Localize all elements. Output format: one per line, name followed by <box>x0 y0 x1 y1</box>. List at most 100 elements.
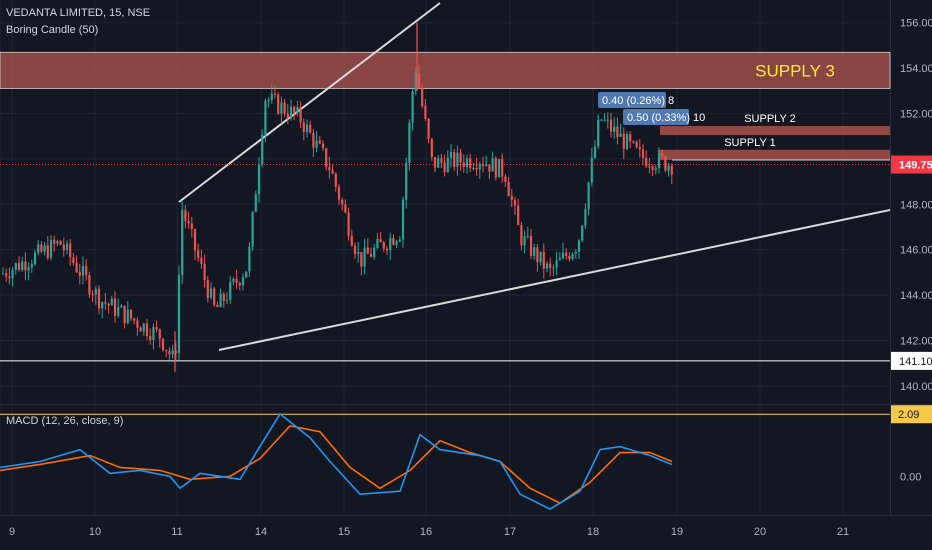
candle-body <box>321 143 325 149</box>
candle-body <box>197 250 200 258</box>
candle-body <box>37 244 40 253</box>
candle-body <box>190 223 193 230</box>
candle-body <box>261 134 264 165</box>
candle-body <box>513 200 517 206</box>
candle-body <box>312 132 315 148</box>
candle-body <box>661 153 664 157</box>
time-tick-label: 19 <box>671 526 683 538</box>
candle-body <box>440 158 443 163</box>
candle-body <box>424 105 427 119</box>
candle-body <box>325 148 328 167</box>
candle-body <box>347 212 350 236</box>
candle-body <box>328 166 331 171</box>
candle-body <box>584 209 587 226</box>
candle-body <box>104 302 107 304</box>
candle-body <box>289 106 293 118</box>
candle-body <box>561 252 565 259</box>
candle-body <box>619 133 622 137</box>
candle-body <box>453 152 456 167</box>
candle-body <box>334 173 337 187</box>
candle-body <box>411 91 414 123</box>
candle-body <box>600 119 603 121</box>
candle-body <box>133 318 136 321</box>
candle-body <box>225 299 229 302</box>
candle-body <box>651 166 654 170</box>
candle-body <box>97 288 101 309</box>
candle-body <box>363 247 366 267</box>
candles-group <box>1 64 673 361</box>
candle-body <box>341 199 344 205</box>
candle-body <box>241 277 245 286</box>
candle-body <box>177 274 181 354</box>
candle-body <box>657 153 661 169</box>
candle-body <box>459 152 462 163</box>
supply-zone-1 <box>658 149 890 161</box>
candle-body <box>270 93 273 100</box>
candle-body <box>24 261 27 271</box>
candle-body <box>449 152 453 158</box>
candle-body <box>520 225 523 246</box>
candle-body <box>280 102 283 114</box>
candle-body <box>446 157 449 173</box>
candle-body <box>158 329 161 339</box>
candle-body <box>577 240 581 252</box>
candle-body <box>549 263 552 268</box>
candle-body <box>53 239 56 244</box>
candle-body <box>437 158 440 168</box>
candle-body <box>542 251 545 269</box>
candle-body <box>645 157 648 167</box>
candle-body <box>392 238 395 245</box>
candle-body <box>49 239 53 258</box>
candle-body <box>382 242 385 249</box>
candle-body <box>206 279 209 298</box>
candle-body <box>318 140 321 144</box>
candle-body <box>664 156 667 171</box>
price-tick-label: 148.00 <box>900 199 932 211</box>
candle-body <box>65 243 69 251</box>
candle-body <box>385 248 389 251</box>
candle-body <box>638 147 641 150</box>
candle-body <box>635 141 638 148</box>
candle-body <box>536 247 539 263</box>
candle-body <box>517 205 520 226</box>
candle-body <box>510 196 513 201</box>
candle-body <box>648 166 651 168</box>
info-label-text: 0.40 (0.26%) 8 <box>602 95 674 107</box>
candle-body <box>494 158 497 178</box>
candle-body <box>46 245 49 258</box>
time-tick-label: 10 <box>89 526 101 538</box>
candle-body <box>369 253 373 257</box>
candle-body <box>56 241 59 244</box>
candle-body <box>475 167 478 170</box>
candle-body <box>107 303 110 306</box>
time-tick-label: 9 <box>9 526 15 538</box>
candle-body <box>632 141 635 143</box>
macd-line <box>0 412 673 510</box>
candle-body <box>641 149 645 158</box>
macd-legend: MACD (12, 26, close, 9) <box>6 415 124 427</box>
candle-body <box>254 194 257 212</box>
candle-body <box>17 263 21 270</box>
candle-body <box>40 244 43 252</box>
candle-body <box>552 267 555 269</box>
candle-body <box>555 260 558 268</box>
candle-body <box>69 243 72 258</box>
candle-body <box>219 293 222 308</box>
candle-body <box>30 264 33 268</box>
candle-body <box>357 251 360 254</box>
candle-body <box>14 263 17 270</box>
candle-body <box>171 350 174 355</box>
candle-body <box>331 170 334 174</box>
candle-body <box>232 278 235 282</box>
candle-body <box>504 176 507 182</box>
candle-body <box>523 236 526 246</box>
candle-body <box>609 119 613 132</box>
candle-body <box>405 162 408 200</box>
candle-body <box>245 271 248 278</box>
candle-body <box>427 118 430 139</box>
price-tick-label: 152.00 <box>900 108 932 120</box>
time-tick-label: 21 <box>837 526 849 538</box>
candle-body <box>277 94 280 114</box>
